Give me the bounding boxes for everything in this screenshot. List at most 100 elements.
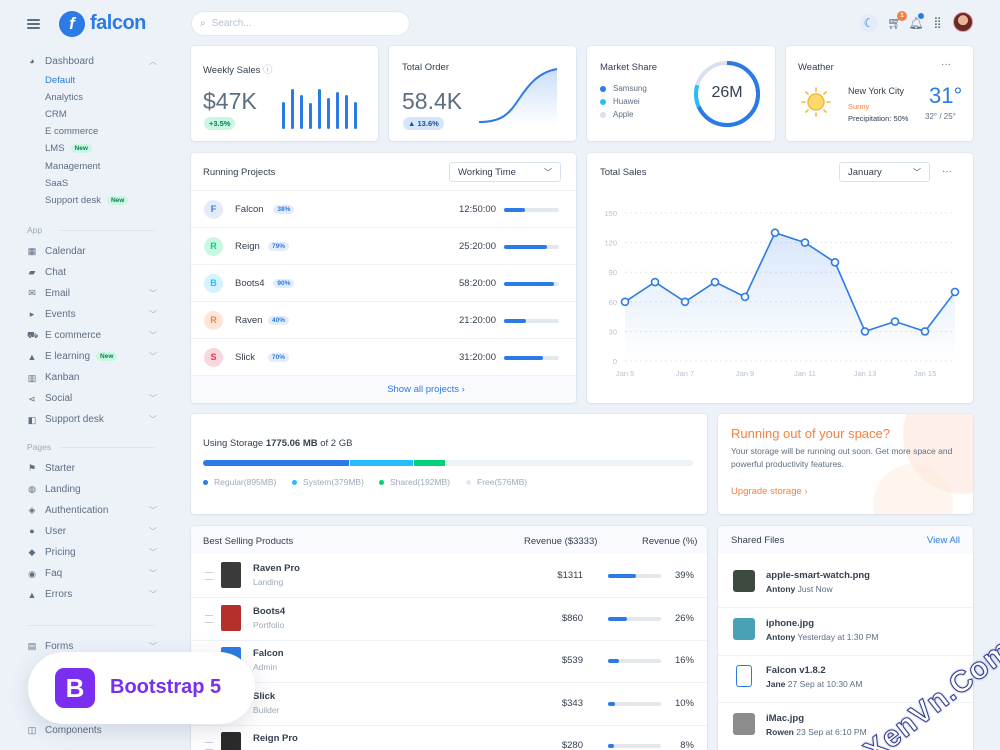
product-row[interactable]: Reign Pro $280 8% <box>191 726 707 750</box>
nav-item[interactable]: ▰ Chat <box>27 264 157 280</box>
nav-item[interactable]: ◆ Pricing ﹀ <box>27 544 157 560</box>
project-row[interactable]: S Slick 70% 31:20:00 <box>191 339 576 376</box>
project-name: Raven <box>235 315 263 326</box>
sales-point[interactable] <box>650 277 660 287</box>
product-name[interactable]: Falcon <box>253 648 284 659</box>
shared-file-row[interactable]: iphone.jpg Antony Yesterday at 1:30 PM <box>718 608 973 656</box>
nav-sub-item-label: E commerce <box>45 126 99 138</box>
search-input[interactable]: ⌕ Search... <box>191 11 410 36</box>
sales-point[interactable] <box>740 292 750 302</box>
nav-item[interactable]: ▦ Calendar <box>27 243 157 259</box>
month-select[interactable]: January ﹀ <box>839 162 930 182</box>
nav-item[interactable]: ⋖ Social ﹀ <box>27 391 157 407</box>
total-order-trend-chart <box>478 68 558 126</box>
shared-file-row[interactable]: apple-smart-watch.png Antony Just Now <box>718 560 973 608</box>
theme-toggle-moon-icon[interactable]: ☾ <box>860 14 878 32</box>
running-projects-title: Running Projects <box>203 167 276 178</box>
sales-point[interactable] <box>830 258 840 267</box>
product-name[interactable]: Reign Pro <box>253 733 298 744</box>
sales-point[interactable] <box>710 277 720 287</box>
nav-sub-item[interactable]: Management <box>45 159 100 173</box>
row-select-icon[interactable] <box>205 614 213 623</box>
sales-point[interactable] <box>860 327 870 336</box>
new-badge: New <box>70 144 92 154</box>
brand-name[interactable]: falcon <box>90 12 146 34</box>
row-select-icon[interactable] <box>205 742 213 750</box>
nav-item[interactable]: ◫ Components <box>27 722 157 738</box>
lock-icon: ◈ <box>28 505 36 516</box>
nav-dashboard[interactable]: ◕ Dashboard ︿ <box>27 53 157 69</box>
bootstrap-badge-text: Bootstrap 5 <box>110 676 222 698</box>
chevron-down-icon: ﹀ <box>544 167 552 177</box>
view-all-link[interactable]: View All <box>926 535 960 546</box>
nav-item[interactable]: ✉ Email ﹀ <box>27 285 157 301</box>
month-select-value: January <box>848 166 882 178</box>
nav-item[interactable]: ⚑ Starter <box>27 460 157 476</box>
weather-menu-icon[interactable]: ··· <box>941 59 951 70</box>
project-row[interactable]: B Boots4 90% 58:20:00 <box>191 265 576 302</box>
menu-toggle-icon[interactable] <box>27 19 40 29</box>
nav-item[interactable]: ▤ Forms ﹀ <box>27 638 157 654</box>
shared-file-row[interactable]: Falcon v1.8.2 Jane 27 Sep at 10:30 AM <box>718 655 973 703</box>
nav-item-label: Kanban <box>45 372 80 384</box>
file-name[interactable]: apple-smart-watch.png <box>766 570 870 581</box>
sales-point[interactable] <box>800 238 810 247</box>
show-all-projects-link[interactable]: Show all projects › <box>387 384 465 395</box>
revenue-column-header[interactable]: Revenue ($3333) <box>524 536 598 547</box>
sales-point[interactable] <box>950 287 960 297</box>
nav-sub-item[interactable]: Support desk New <box>45 193 129 207</box>
sales-point[interactable] <box>890 317 900 326</box>
apps-grid-icon[interactable]: ⣿ <box>933 17 941 29</box>
project-row[interactable]: F Falcon 38% 12:50:00 <box>191 191 576 228</box>
file-name[interactable]: iMac.jpg <box>766 712 805 724</box>
email-icon: ✉ <box>28 288 36 299</box>
nav-item[interactable]: ◧ Support desk ﹀ <box>27 412 157 428</box>
total-sales-menu-icon[interactable]: ··· <box>942 166 952 177</box>
nav-item[interactable]: ● User ﹀ <box>27 523 157 539</box>
revenue-pct-column-header[interactable]: Revenue (%) <box>642 536 698 547</box>
nav-item[interactable]: ▸ Events ﹀ <box>27 306 157 322</box>
nav-item[interactable]: ◉ Faq ﹀ <box>27 566 157 582</box>
nav-item[interactable]: ▥ Kanban <box>27 370 157 386</box>
product-name[interactable]: Raven Pro <box>253 563 300 574</box>
product-name[interactable]: Boots4 <box>253 605 286 617</box>
weekly-sales-title: Weekly Sales ⓘ <box>203 65 273 76</box>
nav-item[interactable]: ▲ Errors ﹀ <box>27 587 157 603</box>
product-progress-track <box>608 701 661 706</box>
storage-legend-item: Regular(895MB) <box>203 477 276 487</box>
nav-sub-item[interactable]: LMS New <box>45 142 92 156</box>
nav-sub-item[interactable]: Analytics <box>45 90 83 104</box>
nav-sub-item[interactable]: Default <box>45 73 75 87</box>
project-row[interactable]: R Raven 40% 21:20:00 <box>191 302 576 339</box>
product-category: Landing <box>253 577 284 587</box>
nav-item[interactable]: ◈ Authentication ﹀ <box>27 502 157 518</box>
row-select-icon[interactable] <box>205 572 213 580</box>
sales-point[interactable] <box>770 228 780 238</box>
nav-item[interactable]: ▲ E learning New ﹀ <box>27 349 157 365</box>
product-thumbnail <box>221 604 241 631</box>
product-row[interactable]: Raven Pro Landing $1311 39% <box>191 556 707 598</box>
nav-sub-item[interactable]: CRM <box>45 107 67 121</box>
nav-sub-item[interactable]: E commerce <box>45 125 98 139</box>
nav-item[interactable]: ⛟ E commerce ﹀ <box>27 327 157 343</box>
user-avatar[interactable] <box>953 12 973 32</box>
file-owner: Antony <box>766 631 796 642</box>
product-name[interactable]: Slick <box>253 690 276 702</box>
sales-point[interactable] <box>620 297 630 307</box>
upgrade-storage-link[interactable]: Upgrade storage › <box>731 486 808 497</box>
sales-point[interactable] <box>920 327 930 336</box>
project-row[interactable]: R Reign 79% 25:20:00 <box>191 228 576 265</box>
product-row[interactable]: Boots4 Portfolio $860 26% <box>191 599 707 641</box>
falcon-logo-icon[interactable]: f <box>59 11 85 37</box>
file-name[interactable]: iphone.jpg <box>766 617 815 629</box>
product-row[interactable]: Slick Builder $343 10% <box>191 684 707 726</box>
working-time-select[interactable]: Working Time ﹀ <box>449 162 561 182</box>
nav-item[interactable]: ◍ Landing <box>27 481 157 497</box>
sales-point[interactable] <box>680 297 690 307</box>
y-tick-label: 0 <box>613 357 617 366</box>
file-name[interactable]: Falcon v1.8.2 <box>766 665 826 676</box>
product-row[interactable]: Falcon Admin $539 16% <box>191 641 707 683</box>
project-progress-track <box>504 245 559 249</box>
nav-sub-item[interactable]: SaaS <box>45 176 68 190</box>
bell-icon[interactable]: 🔔︎ <box>908 16 924 30</box>
